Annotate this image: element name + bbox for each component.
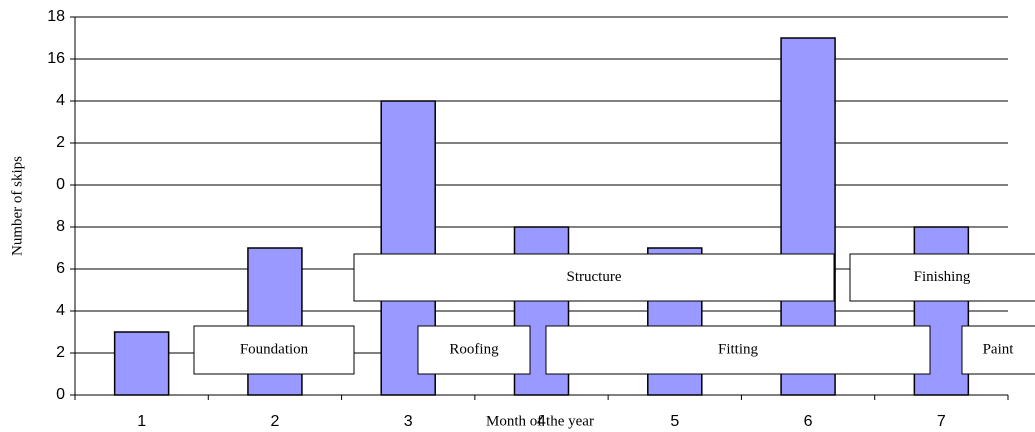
y-tick-label: 4 — [56, 92, 65, 109]
y-tick-label: 4 — [56, 302, 65, 319]
y-tick-label: 0 — [56, 176, 65, 193]
annotation-box — [545, 325, 931, 375]
annotation-box — [849, 253, 1035, 302]
x-tick-label: 7 — [937, 413, 946, 430]
y-tick-label: 8 — [56, 218, 65, 235]
y-tick-label: 6 — [56, 260, 65, 277]
y-axis-title: Number of skips — [9, 156, 25, 256]
annotation-box — [193, 325, 355, 375]
annotation: Roofing — [449, 341, 499, 357]
y-tick-label: 16 — [47, 50, 65, 67]
annotation-box — [353, 253, 835, 302]
y-tick-label: 18 — [47, 8, 65, 25]
annotation-box — [417, 325, 531, 375]
annotation: Fitting — [718, 341, 759, 357]
annotation: Paint — [983, 341, 1015, 357]
annotation: Foundation — [240, 341, 309, 357]
y-tick-label: 2 — [56, 344, 65, 361]
y-tick-label: 0 — [56, 386, 65, 403]
bar — [113, 331, 170, 396]
x-tick-label: 3 — [404, 413, 413, 430]
annotation-box — [961, 325, 1035, 375]
annotation: Finishing — [914, 269, 971, 285]
x-tick-label: 5 — [670, 413, 679, 430]
x-tick-label: 4 — [537, 413, 546, 430]
x-axis-title: Month of the year — [486, 413, 594, 429]
x-tick-label: 1 — [137, 413, 146, 430]
annotation: Structure — [567, 269, 622, 285]
x-tick-label: 2 — [270, 413, 279, 430]
x-tick-label: 6 — [804, 413, 813, 430]
y-tick-label: 2 — [56, 134, 65, 151]
